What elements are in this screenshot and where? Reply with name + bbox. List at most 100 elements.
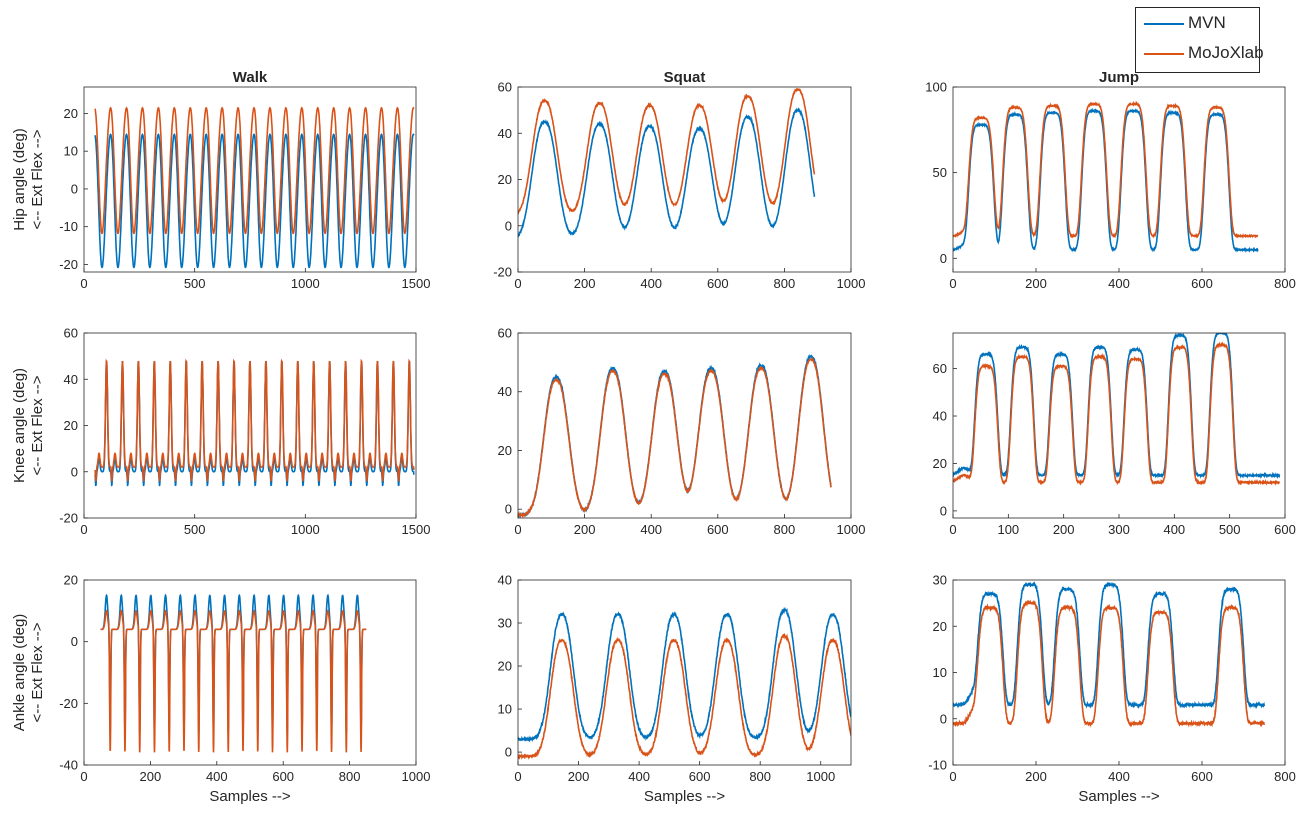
y-tick-label: 20 [64,573,78,588]
y-tick-label: 40 [498,573,512,588]
panel-3: 0 200 400 600 800 0 50 100 Jump [925,69,1296,291]
y-tick-label: 40 [933,409,947,424]
y-tick-label: 60 [933,361,947,376]
series-line-mvn [953,581,1266,710]
x-tick-label: 1500 [402,276,431,291]
y-tick-label: 10 [933,665,947,680]
panel-5: 0 200 400 600 800 1000 0 20 40 60 [498,326,866,538]
x-tick-label: 500 [184,276,206,291]
x-tick-label: 600 [1191,769,1213,784]
y-tick-label: -20 [59,257,78,272]
panel-title: Jump [1099,69,1139,86]
y-tick-label: 10 [64,144,78,159]
y-tick-label: 20 [498,172,512,187]
series-line-mvn [518,354,832,518]
legend-label-mojoxlab: MoJoXlab [1188,43,1264,62]
x-tick-label: 0 [514,769,521,784]
y-tick-label: 0 [505,745,512,760]
axes-box [952,332,1286,519]
y-tick-label: 60 [498,80,512,95]
y-tick-label: 100 [925,80,947,95]
panel-1: 0 500 1000 1500 -20 -10 0 10 20 Walk Hip angle (de… [11,69,430,291]
y-tick-label: 60 [498,326,512,341]
x-tick-label: 100 [997,522,1019,537]
y-tick-label: -20 [59,696,78,711]
x-tick-label: 1000 [806,769,835,784]
y-tick-label: -10 [928,758,947,773]
x-tick-label: 0 [949,276,956,291]
y-tick-label: -20 [493,265,512,280]
x-tick-label: 800 [1274,276,1296,291]
legend-swatch-mojoxlab [1144,53,1184,55]
panel-8: 0 200 400 600 800 1000 0 10 20 30 40 Samples --> [498,573,852,805]
x-tick-label: 400 [640,522,662,537]
legend-item-mojoxlab: MoJoXlab [1136,42,1264,66]
y-tick-label: 20 [64,106,78,121]
x-tick-label: 200 [1053,522,1075,537]
y-axis-sublabel: <-- Ext Flex --> [29,622,46,722]
x-tick-label: 1500 [402,522,431,537]
x-tick-label: 400 [206,769,228,784]
panel-title: Walk [233,69,268,86]
x-axis-label: Samples --> [209,788,291,805]
x-tick-label: 800 [749,769,771,784]
y-tick-label: 0 [940,251,947,266]
x-tick-label: 400 [628,769,650,784]
x-tick-label: 0 [514,522,521,537]
legend-swatch-mvn [1144,23,1184,25]
y-tick-label: 0 [505,502,512,517]
series-line-mvn [953,333,1281,480]
x-tick-label: 1000 [837,522,866,537]
series-line-mvn [94,133,415,269]
x-tick-label: 0 [80,522,87,537]
x-tick-label: 0 [949,522,956,537]
y-tick-label: 60 [64,326,78,341]
x-tick-label: 500 [184,522,206,537]
x-tick-label: 1000 [402,769,431,784]
x-tick-label: 500 [1219,522,1241,537]
y-tick-label: 20 [64,418,78,433]
y-tick-label: -10 [59,219,78,234]
panel-6: 0 100 200 300 400 500 600 0 20 40 60 [933,332,1296,537]
x-tick-label: 600 [707,276,729,291]
x-tick-label: 200 [574,276,596,291]
x-axis-label: Samples --> [1078,788,1160,805]
x-tick-label: 200 [1025,769,1047,784]
axes-box [83,86,417,273]
y-axis-label: Ankle angle (deg) [11,614,28,732]
series-line-mvn [518,107,816,238]
series-line-mojoxlab [94,106,415,235]
x-tick-label: 0 [80,276,87,291]
x-tick-label: 600 [689,769,711,784]
y-tick-label: 40 [498,126,512,141]
legend-item-mvn: MVN [1136,12,1259,36]
x-tick-label: 1000 [837,276,866,291]
y-tick-label: 0 [71,464,78,479]
y-tick-label: -20 [59,511,78,526]
x-tick-label: 200 [568,769,590,784]
x-tick-label: 600 [707,522,729,537]
y-tick-label: 40 [498,384,512,399]
x-tick-label: 600 [1274,522,1296,537]
y-tick-label: 0 [940,711,947,726]
panel-title: Squat [664,69,706,86]
x-tick-label: 400 [1108,276,1130,291]
x-tick-label: 0 [949,769,956,784]
x-tick-label: 1000 [291,522,320,537]
series-line-mojoxlab [953,599,1266,728]
series-line-mojoxlab [518,633,851,760]
y-tick-label: 20 [933,619,947,634]
x-tick-label: 200 [140,769,162,784]
legend-label-mvn: MVN [1188,13,1226,32]
axes-box [517,332,852,519]
series-line-mojoxlab [953,100,1259,239]
y-tick-label: 20 [933,456,947,471]
x-tick-label: 600 [1191,276,1213,291]
y-tick-label: 0 [505,218,512,233]
series-line-mojoxlab [94,358,415,482]
y-axis-sublabel: <-- Ext Flex --> [29,129,46,229]
y-axis-label: Knee angle (deg) [11,368,28,483]
